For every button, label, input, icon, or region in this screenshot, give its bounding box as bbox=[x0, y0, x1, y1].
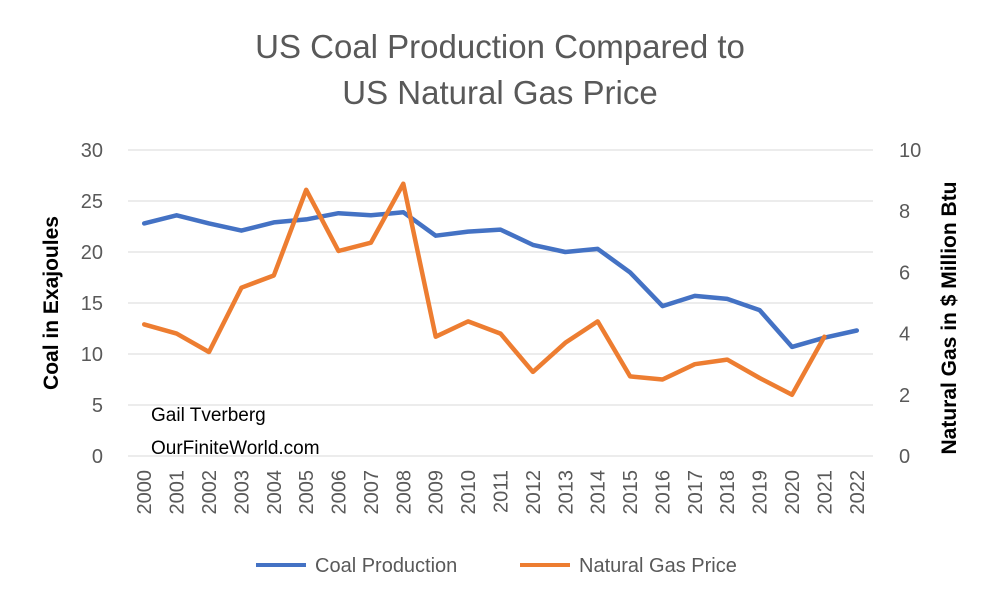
legend: Coal Production Natural Gas Price bbox=[256, 555, 737, 577]
x-tick-label: 2017 bbox=[685, 470, 707, 515]
left-tick-label: 15 bbox=[81, 293, 103, 315]
x-axis-ticks: 2000 2001 2002 2003 2004 2005 2006 2007 2008 2009… bbox=[134, 470, 869, 515]
x-tick-label: 2018 bbox=[717, 470, 739, 515]
series-lines bbox=[141, 181, 860, 398]
left-axis-ticks: 0 5 10 15 20 25 30 bbox=[81, 140, 103, 468]
x-tick-label: 2022 bbox=[847, 470, 869, 515]
right-axis-title: Natural Gas in $ Million Btu bbox=[938, 181, 961, 454]
gridlines bbox=[128, 149, 873, 457]
author-annotation: Gail Tverberg bbox=[151, 405, 266, 426]
x-tick-label: 2009 bbox=[426, 470, 448, 515]
x-tick-label: 2016 bbox=[652, 470, 674, 515]
x-tick-label: 2005 bbox=[296, 470, 318, 515]
x-tick-label: 2012 bbox=[523, 470, 545, 515]
legend-label-coal-production: Coal Production bbox=[315, 555, 457, 577]
left-tick-label: 25 bbox=[81, 191, 103, 213]
x-tick-label: 2014 bbox=[588, 470, 610, 515]
x-tick-label: 2001 bbox=[167, 470, 189, 515]
left-tick-label: 30 bbox=[81, 140, 103, 162]
legend-label-natural-gas-price: Natural Gas Price bbox=[579, 555, 737, 577]
left-tick-label: 5 bbox=[92, 395, 103, 417]
right-tick-label: 10 bbox=[899, 140, 921, 162]
left-tick-label: 10 bbox=[81, 344, 103, 366]
right-tick-label: 6 bbox=[899, 262, 910, 284]
website-annotation: OurFiniteWorld.com bbox=[151, 438, 320, 459]
x-tick-label: 2008 bbox=[393, 470, 415, 515]
right-tick-label: 2 bbox=[899, 385, 910, 407]
left-axis-title: Coal in Exajoules bbox=[40, 216, 63, 390]
x-tick-label: 2015 bbox=[620, 470, 642, 515]
x-tick-label: 2007 bbox=[361, 470, 383, 515]
series-line-natural-gas-price bbox=[141, 181, 827, 398]
right-tick-label: 4 bbox=[899, 324, 910, 346]
x-tick-label: 2000 bbox=[134, 470, 156, 515]
series-line-coal-production bbox=[141, 209, 860, 350]
left-tick-label: 0 bbox=[92, 446, 103, 468]
left-tick-label: 20 bbox=[81, 242, 103, 264]
right-tick-label: 0 bbox=[899, 446, 910, 468]
x-tick-label: 2013 bbox=[555, 470, 577, 515]
right-axis-ticks: 0 2 4 6 8 10 bbox=[899, 140, 921, 468]
chart-title-line-1: US Coal Production Compared to bbox=[255, 28, 745, 65]
x-tick-label: 2021 bbox=[814, 470, 836, 515]
x-tick-label: 2020 bbox=[782, 470, 804, 515]
x-tick-label: 2019 bbox=[750, 470, 772, 515]
x-tick-label: 2004 bbox=[264, 470, 286, 515]
x-tick-label: 2011 bbox=[491, 470, 513, 513]
x-tick-label: 2003 bbox=[231, 470, 253, 515]
x-tick-label: 2010 bbox=[458, 470, 480, 515]
x-tick-label: 2002 bbox=[199, 470, 221, 515]
x-tick-label: 2006 bbox=[329, 470, 351, 515]
chart-title-line-2: US Natural Gas Price bbox=[342, 74, 657, 111]
right-tick-label: 8 bbox=[899, 201, 910, 223]
